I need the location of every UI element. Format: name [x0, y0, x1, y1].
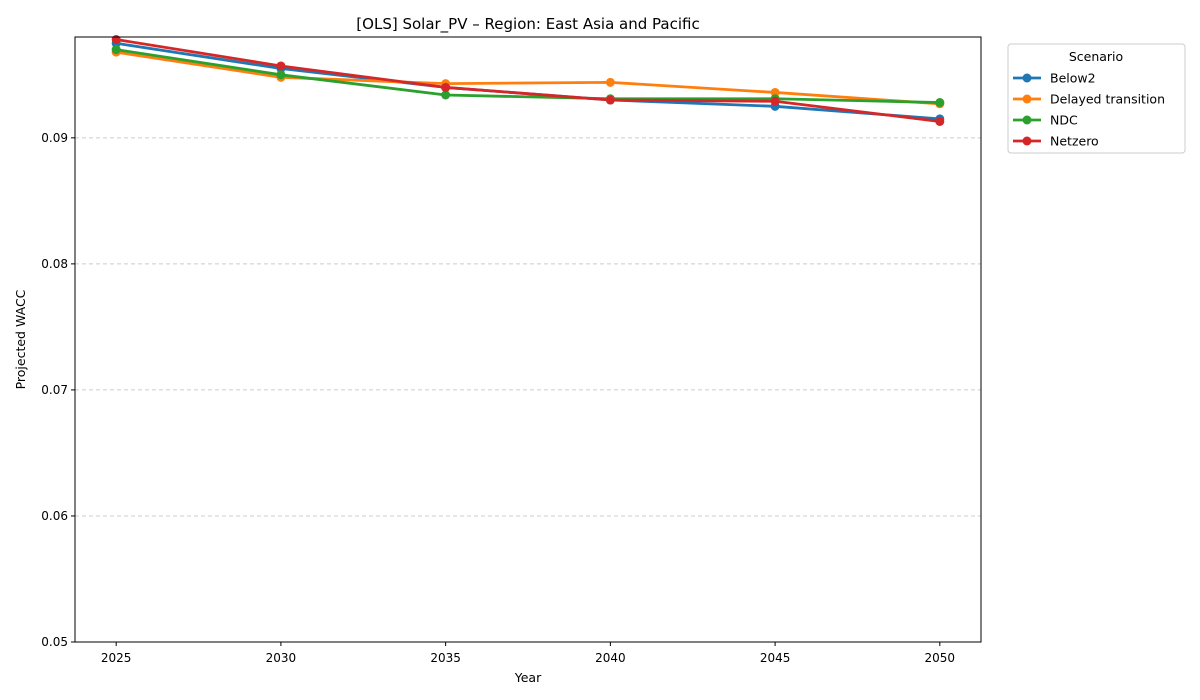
ticks: 0.05 0.06 0.07 0.08 0.09 2025 2030 2035 2040 2045… — [41, 131, 955, 665]
data-point-ndc — [441, 90, 451, 100]
x-tick-label: 2030 — [266, 651, 297, 665]
legend-swatch-marker — [1022, 73, 1032, 83]
data-point-ndc — [935, 98, 945, 108]
x-tick-label: 2035 — [430, 651, 461, 665]
legend-item-netzero: Netzero — [1013, 134, 1099, 149]
grid — [75, 137, 981, 517]
legend: Scenario Below2 Delayed transition NDC Netz… — [1007, 43, 1186, 154]
data-point-netzero — [605, 95, 615, 105]
data-point-ndc — [276, 70, 286, 80]
legend-box — [1007, 43, 1186, 154]
series-line-delayed-transition — [114, 50, 942, 106]
data-point-netzero — [111, 35, 121, 45]
legend-label: Below2 — [1050, 71, 1096, 86]
y-tick-label: 0.06 — [41, 509, 68, 523]
legend-label: Netzero — [1050, 134, 1099, 149]
data-point-delayed-transition — [605, 77, 615, 87]
y-tick-label: 0.07 — [41, 383, 68, 397]
data-point-delayed-transition — [770, 87, 780, 97]
legend-swatch-marker — [1022, 115, 1032, 125]
legend-item-below2: Below2 — [1013, 71, 1096, 86]
y-axis-label: Projected WACC — [13, 289, 28, 389]
legend-item-delayed-transition: Delayed transition — [1013, 92, 1165, 107]
data-point-ndc — [111, 45, 121, 55]
x-tick-label: 2050 — [925, 651, 956, 665]
x-tick-label: 2025 — [101, 651, 132, 665]
series-layer — [111, 35, 945, 126]
legend-title: Scenario — [1069, 49, 1123, 64]
x-tick-label: 2045 — [760, 651, 791, 665]
y-tick-label: 0.09 — [41, 131, 68, 145]
y-tick-label: 0.08 — [41, 257, 68, 271]
x-axis-label: Year — [514, 670, 542, 685]
series-line-netzero — [114, 38, 942, 123]
plot-frame — [74, 36, 982, 643]
legend-label: NDC — [1050, 113, 1078, 128]
x-tick-label: 2040 — [595, 651, 626, 665]
data-point-netzero — [935, 116, 945, 126]
data-point-netzero — [276, 61, 286, 71]
legend-swatch-marker — [1022, 136, 1032, 146]
y-tick-label: 0.05 — [41, 635, 68, 649]
legend-entries: Below2 Delayed transition NDC Netzero — [1013, 71, 1165, 149]
data-point-netzero — [770, 96, 780, 106]
series-line-ndc — [114, 48, 942, 104]
legend-label: Delayed transition — [1050, 92, 1165, 107]
legend-item-ndc: NDC — [1013, 113, 1078, 128]
chart-title: [OLS] Solar_PV – Region: East Asia and P… — [356, 15, 699, 34]
legend-swatch-marker — [1022, 94, 1032, 104]
data-point-netzero — [441, 82, 451, 92]
